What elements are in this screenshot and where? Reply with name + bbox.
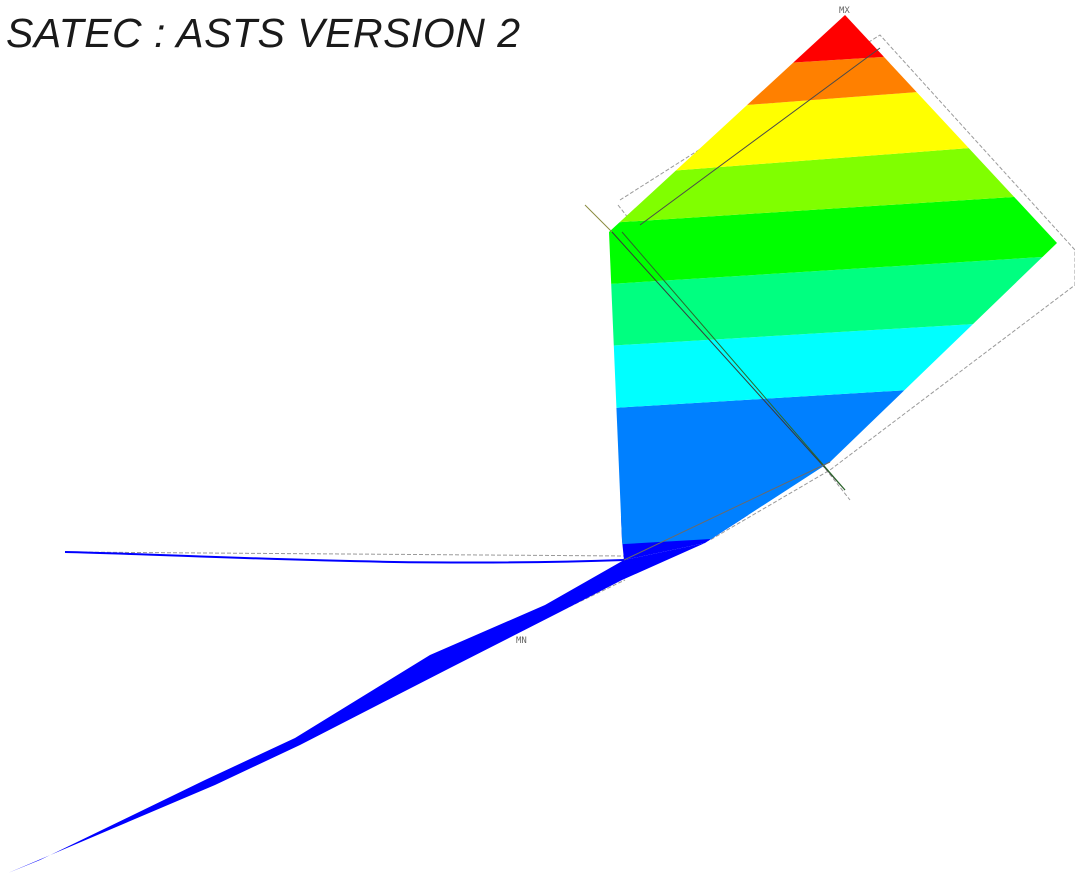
lower-spar [8, 543, 705, 873]
undeformed-boom-line [64, 551, 626, 557]
mast-tip-line [584, 204, 613, 233]
contour-band-4 [609, 255, 1057, 382]
boom-line [64, 551, 625, 564]
contour-band-1 [609, 515, 1057, 560]
page-title: SATEC : ASTS VERSION 2 [6, 10, 521, 56]
undeformed-sail-outline [619, 34, 1075, 561]
contour-band-8 [609, 45, 1057, 162]
contour-band-5 [609, 193, 1057, 322]
min-marker-label: MN [516, 636, 527, 646]
contour-band-7 [609, 80, 1057, 222]
contour-band-6 [609, 140, 1057, 262]
contour-band-2 [609, 380, 1057, 560]
diagonal-line [611, 231, 846, 491]
frame-lines [584, 47, 881, 561]
contour-band-3 [609, 318, 1057, 445]
lower-frame-line [623, 461, 831, 561]
max-marker-label: MX [839, 6, 850, 16]
diagonal-line-inner [621, 231, 846, 491]
upper-frame-line [639, 47, 881, 226]
